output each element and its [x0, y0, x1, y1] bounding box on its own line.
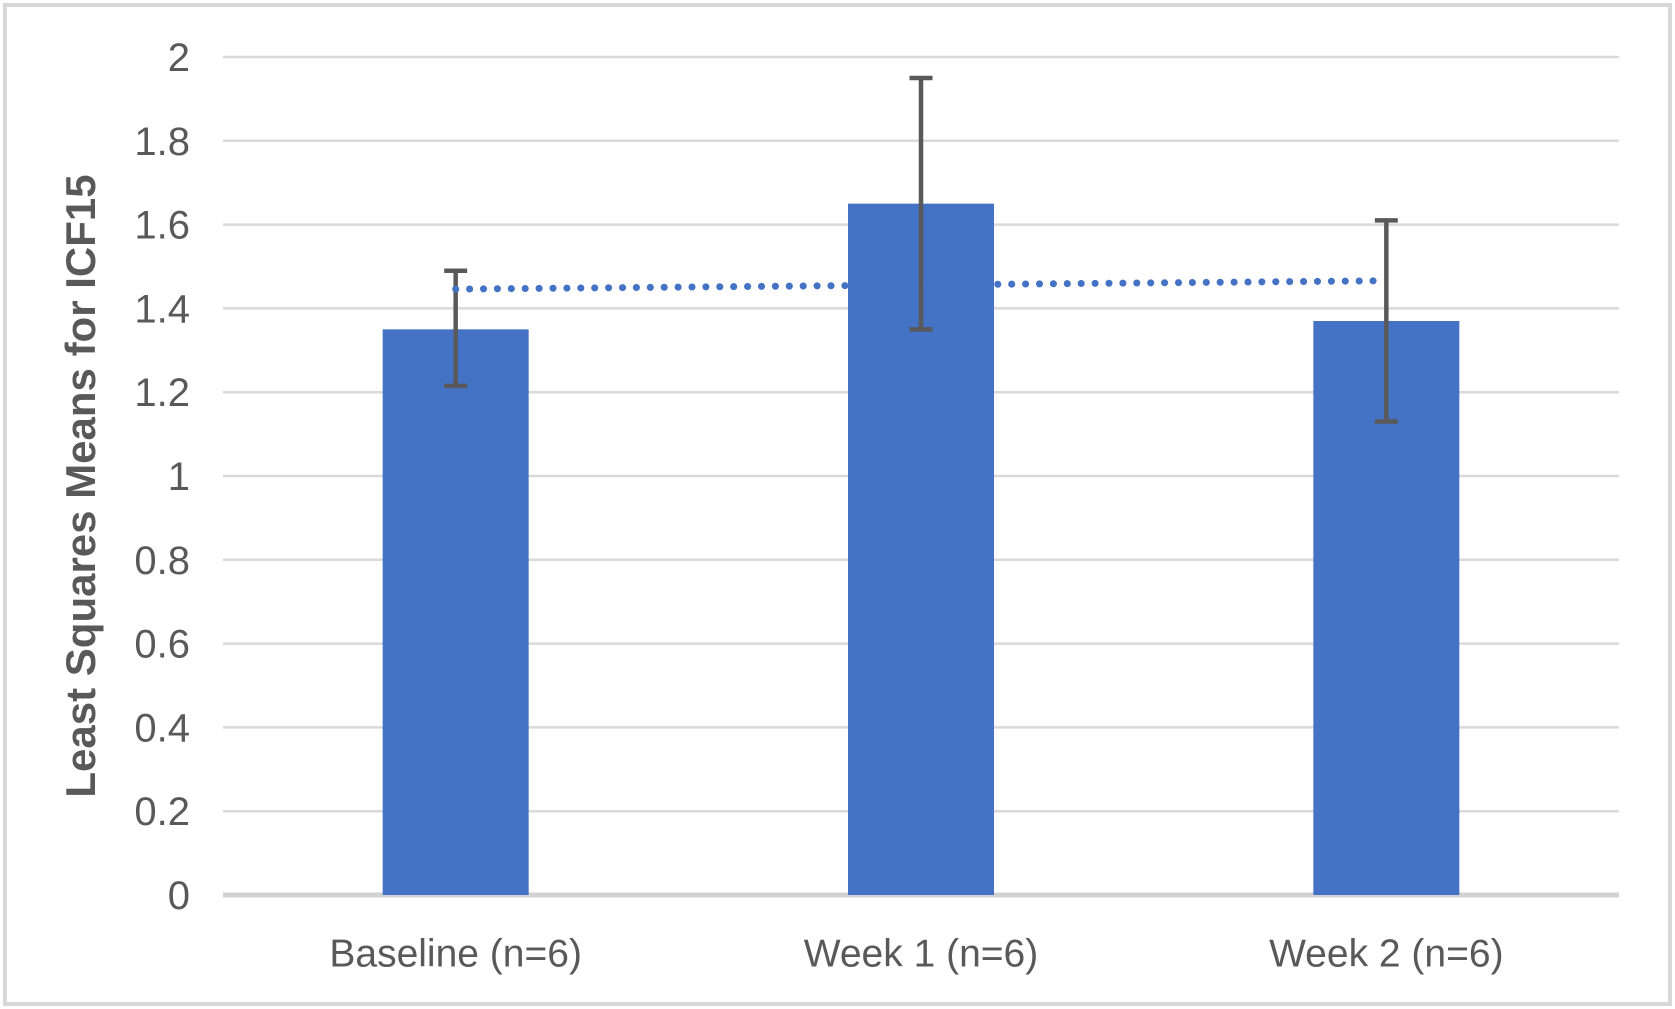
y-tick-label: 1.2 [134, 371, 190, 415]
y-tick-label: 1.4 [134, 287, 190, 331]
y-tick-label: 1 [168, 455, 190, 499]
y-tick-label: 0.8 [134, 539, 190, 583]
error-bar [1374, 218, 1398, 424]
y-tick-label: 0.4 [134, 706, 190, 750]
x-axis-category-labels: Baseline (n=6) Week 1 (n=6) Week 2 (n=6) [329, 933, 1503, 976]
y-tick-label: 0.2 [134, 790, 190, 834]
y-axis-title: Least Squares Means for ICF15 [57, 174, 104, 798]
y-tick-label: 1.8 [134, 120, 190, 164]
x-category-label: Week 1 (n=6) [804, 933, 1038, 976]
bar [382, 329, 529, 896]
trendline-group [452, 277, 1390, 293]
trendline [452, 277, 1390, 293]
y-axis-tick-labels: 2 1.8 1.6 1.4 1.2 1 0.8 0.6 0.4 0.2 0 [134, 36, 190, 918]
y-tick-label: 0 [168, 874, 190, 918]
x-category-label: Baseline (n=6) [329, 933, 582, 976]
y-tick-label: 0.6 [134, 623, 190, 667]
y-tick-label: 1.6 [134, 204, 190, 248]
y-tick-label: 2 [168, 36, 190, 80]
error-bar [909, 75, 933, 332]
x-category-label: Week 2 (n=6) [1269, 933, 1503, 976]
